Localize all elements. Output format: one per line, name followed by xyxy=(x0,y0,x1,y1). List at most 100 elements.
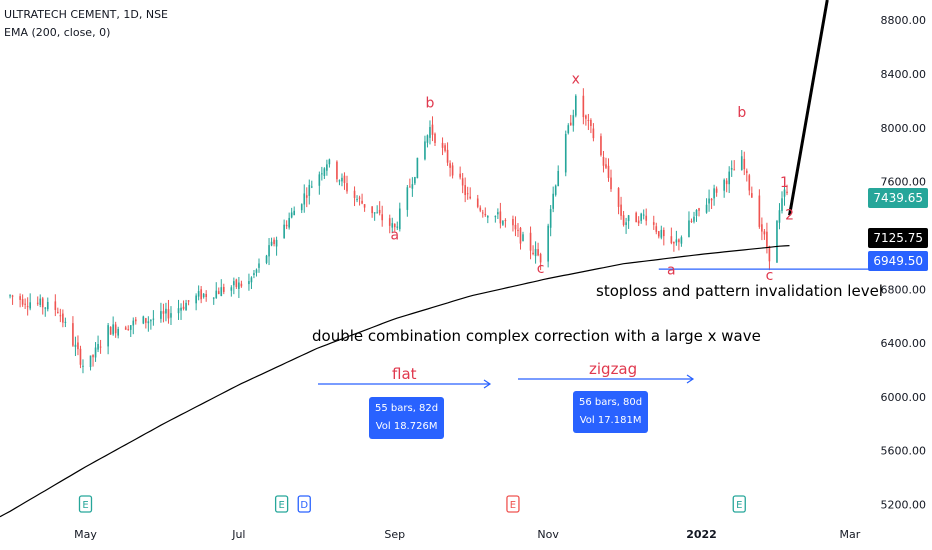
candle-body xyxy=(587,119,590,121)
candle-body xyxy=(21,299,24,305)
candle-body xyxy=(341,177,343,182)
candle-body xyxy=(690,220,693,222)
candle-body xyxy=(240,283,243,287)
candle-body xyxy=(414,177,416,184)
candle-body xyxy=(398,208,401,230)
candle-body xyxy=(373,212,376,214)
candle-body xyxy=(572,115,575,126)
x-tick-label: Sep xyxy=(384,528,405,541)
candle-body xyxy=(625,222,627,226)
candle-body xyxy=(253,273,255,275)
candle-body xyxy=(326,164,328,171)
candle-body xyxy=(145,318,147,323)
candle-body xyxy=(54,301,57,310)
candle-body xyxy=(504,220,507,222)
candle-body xyxy=(393,223,396,228)
candle-body xyxy=(59,315,62,317)
event-marker xyxy=(78,495,93,513)
candle-body xyxy=(693,216,695,222)
candle-body xyxy=(11,295,14,297)
candle-body xyxy=(554,185,557,195)
y-tick-label: 6400.00 xyxy=(881,337,927,350)
candle-body xyxy=(534,248,537,257)
candle-body xyxy=(512,218,514,226)
candle-body xyxy=(688,220,690,238)
candle-body xyxy=(117,328,119,336)
candle-body xyxy=(82,365,84,367)
candle-body xyxy=(725,180,728,185)
candle-body xyxy=(250,277,253,283)
candle-body xyxy=(358,197,361,199)
candle-body xyxy=(522,234,524,241)
candle-body xyxy=(411,184,414,189)
candle-body xyxy=(645,215,648,221)
candle-body xyxy=(62,313,64,323)
candle-body xyxy=(768,246,771,262)
candle-body xyxy=(776,220,778,263)
stoploss-price-tag: 6949.50 xyxy=(868,251,928,271)
candle-body xyxy=(132,320,135,326)
zigzag-bars: 56 bars, 80d xyxy=(579,397,643,408)
candle-body xyxy=(160,311,162,319)
candle-body xyxy=(215,290,218,298)
candle-body xyxy=(283,224,285,239)
candle-body xyxy=(778,210,781,223)
candle-body xyxy=(497,212,499,215)
x-tick-label: Jul xyxy=(231,528,245,541)
candle-body xyxy=(44,307,47,309)
event-marker-label: E xyxy=(82,500,88,511)
candle-body xyxy=(182,306,185,309)
wave-label: c xyxy=(537,261,545,277)
candle-body xyxy=(89,355,92,368)
candle-body xyxy=(381,214,384,221)
candle-body xyxy=(745,170,748,173)
candle-body xyxy=(124,327,127,330)
candle-body xyxy=(300,204,303,211)
y-tick-label: 8800.00 xyxy=(881,14,927,27)
wave-label: x xyxy=(572,71,580,87)
candle-body xyxy=(547,225,549,262)
candle-body xyxy=(416,157,419,179)
candle-body xyxy=(57,311,59,313)
event-marker xyxy=(297,495,311,513)
candle-body xyxy=(129,325,132,330)
candle-body xyxy=(673,241,675,244)
event-marker xyxy=(506,495,520,513)
pattern-note: double combination complex correction wi… xyxy=(312,327,761,345)
candle-body xyxy=(285,224,288,227)
candle-body xyxy=(147,321,150,324)
candle-body xyxy=(494,216,497,218)
candle-body xyxy=(481,212,484,214)
candle-body xyxy=(763,231,766,235)
candle-body xyxy=(569,122,572,126)
zigzag-stats-box: 56 bars, 80d Vol 17.181M xyxy=(573,391,649,433)
candle-body xyxy=(748,175,751,191)
candle-body xyxy=(273,239,275,245)
candle-body xyxy=(308,184,311,196)
candle-body xyxy=(728,171,731,185)
candle-body xyxy=(248,281,250,285)
candle-body xyxy=(363,204,366,208)
candle-body xyxy=(109,326,112,335)
candle-body xyxy=(705,204,708,213)
flat-range-arrow-head xyxy=(483,379,492,389)
candle-body xyxy=(328,159,331,165)
candle-body xyxy=(338,180,341,182)
candle-body xyxy=(675,239,678,243)
candle-body xyxy=(574,95,577,116)
candle-body xyxy=(723,179,725,191)
y-tick-label: 6000.00 xyxy=(881,391,927,404)
y-tick-label: 5200.00 xyxy=(881,499,927,512)
wave-label: b xyxy=(737,105,746,121)
candle-body xyxy=(529,232,532,251)
ema-price-tag: 7125.75 xyxy=(868,228,928,248)
candle-body xyxy=(376,212,378,214)
candle-body xyxy=(258,263,260,268)
event-marker-label: E xyxy=(736,500,742,511)
candle-body xyxy=(26,306,29,308)
candle-body xyxy=(303,193,306,205)
candle-body xyxy=(323,168,326,176)
candle-body xyxy=(92,355,94,358)
candle-body xyxy=(446,149,449,163)
